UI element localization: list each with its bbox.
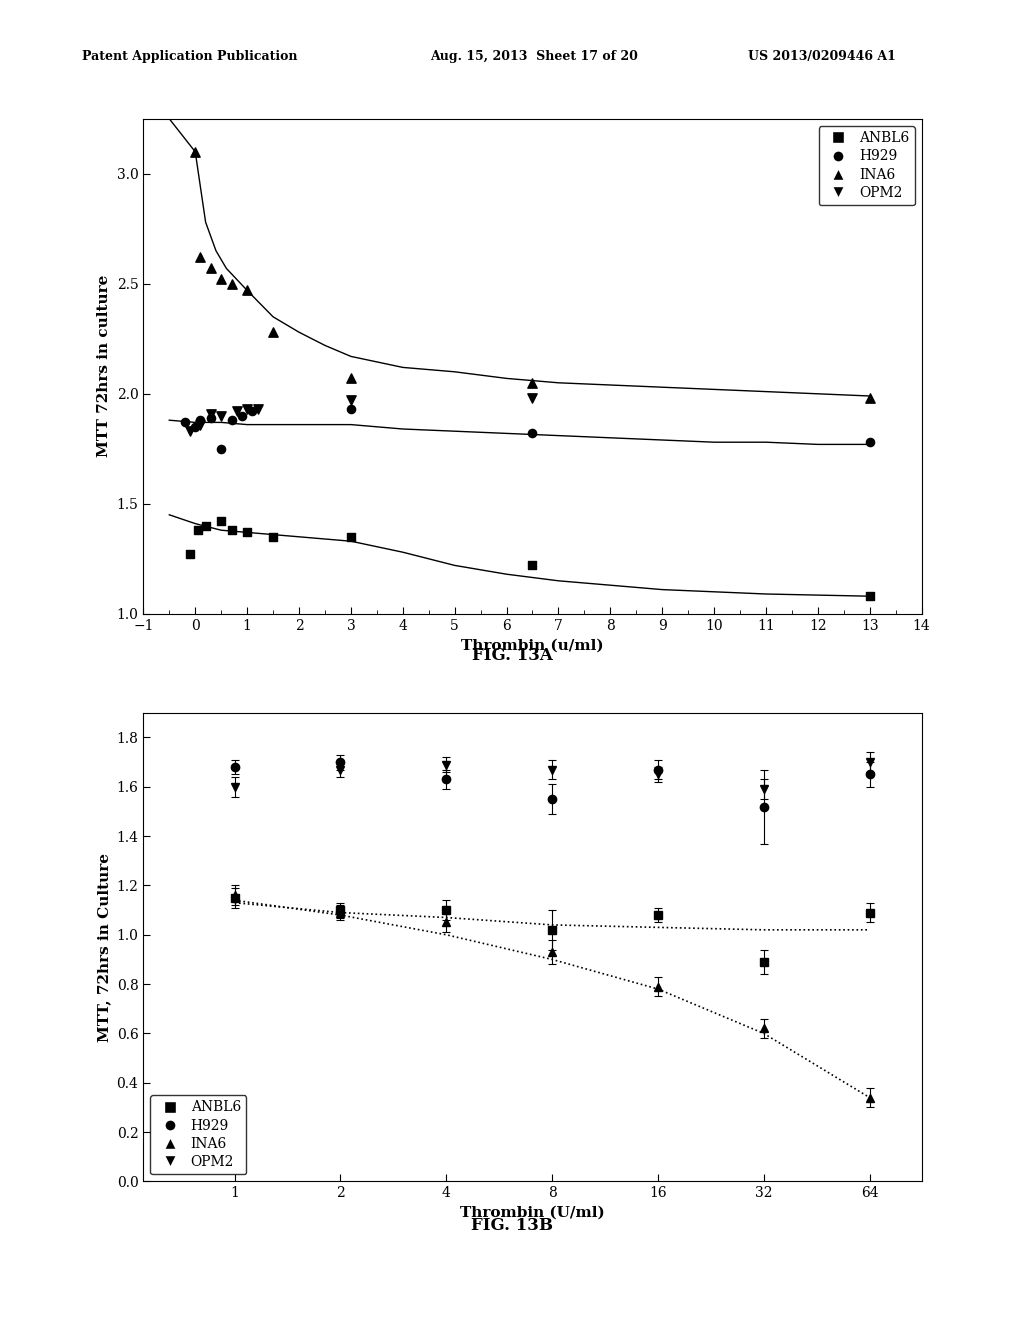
Point [244,401,260,422]
Y-axis label: MTT 72hrs in culture: MTT 72hrs in culture [97,275,111,458]
Point [223,520,240,541]
Point [177,412,194,433]
Point [187,141,204,162]
Point [193,247,209,268]
Point [343,527,359,548]
Point [233,405,250,426]
Text: Patent Application Publication: Patent Application Publication [82,50,297,63]
Point [193,409,209,430]
Point [228,401,245,422]
Point [187,416,204,437]
Point [239,280,255,301]
Point [239,521,255,543]
Point [861,432,878,453]
Point [343,389,359,411]
Point [203,257,219,279]
Point [524,388,541,409]
Point [193,414,209,436]
Point [213,511,229,532]
Text: US 2013/0209446 A1: US 2013/0209446 A1 [748,50,895,63]
Text: Aug. 15, 2013  Sheet 17 of 20: Aug. 15, 2013 Sheet 17 of 20 [430,50,638,63]
Point [182,421,199,442]
Point [265,322,282,343]
Point [265,527,282,548]
Point [213,269,229,290]
Point [189,520,206,541]
Point [249,399,265,420]
Y-axis label: MTT, 72hrs in Culture: MTT, 72hrs in Culture [97,853,111,1041]
Legend: ANBL6, H929, INA6, OPM2: ANBL6, H929, INA6, OPM2 [151,1094,247,1175]
Point [343,368,359,389]
Point [203,408,219,429]
Point [223,273,240,294]
Text: FIG. 13A: FIG. 13A [472,647,552,664]
Point [524,422,541,444]
Point [213,405,229,426]
Point [861,586,878,607]
Point [223,409,240,430]
Point [524,554,541,576]
Point [182,544,199,565]
Point [343,399,359,420]
Legend: ANBL6, H929, INA6, OPM2: ANBL6, H929, INA6, OPM2 [818,125,914,206]
Point [524,372,541,393]
Point [198,515,214,536]
X-axis label: Thrombin (u/ml): Thrombin (u/ml) [461,638,604,652]
Point [213,438,229,459]
Text: FIG. 13B: FIG. 13B [471,1217,553,1234]
X-axis label: Thrombin (U/ml): Thrombin (U/ml) [460,1205,605,1220]
Point [203,403,219,424]
Point [861,388,878,409]
Point [239,399,255,420]
